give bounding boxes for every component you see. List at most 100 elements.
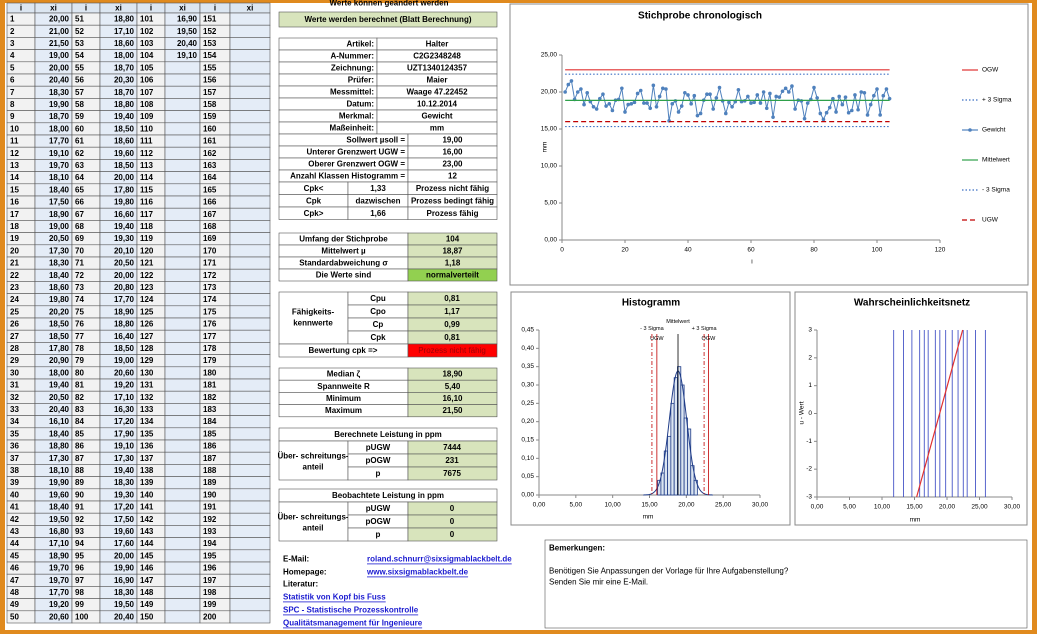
row-index: 199 (203, 600, 217, 609)
row-index: 112 (140, 149, 153, 158)
x-tick-label: 10,00 (874, 504, 891, 511)
value-cell (229, 476, 271, 490)
row-index: 27 (10, 332, 19, 341)
value-cell (164, 61, 201, 75)
cell-text: Merkmal: (339, 112, 374, 121)
data-point (642, 101, 646, 105)
row-index: 124 (140, 295, 154, 304)
value: 19,70 (49, 161, 70, 170)
row-index: 51 (75, 15, 84, 24)
data-point (736, 87, 741, 92)
y-tick-label: -3 (806, 494, 812, 501)
row-index: 53 (75, 39, 84, 48)
value-cell (229, 610, 271, 624)
value: 18,30 (49, 259, 70, 268)
row-index: 114 (140, 173, 153, 182)
value: 18,50 (49, 320, 70, 329)
value-cell (229, 573, 271, 587)
cell (278, 501, 349, 542)
cell-text: C2G2348248 (413, 52, 461, 61)
value-cell (164, 146, 201, 160)
cell-text: 1,17 (444, 307, 460, 316)
value: 20,50 (114, 259, 135, 268)
x-tick-label: 100 (872, 247, 883, 254)
data-point (881, 93, 886, 98)
value-cell (164, 122, 201, 136)
row-index: 182 (203, 393, 217, 402)
column-header: xi (115, 4, 122, 13)
row-index: 97 (75, 576, 84, 585)
row-index: 113 (140, 161, 153, 170)
value-cell (229, 183, 271, 197)
value-cell (164, 244, 201, 258)
row-index: 109 (140, 112, 154, 121)
value-cell (229, 549, 271, 563)
row-index: 122 (140, 271, 154, 280)
value-cell (164, 537, 201, 551)
value-cell (229, 342, 271, 355)
value: 19,10 (114, 442, 135, 451)
row-index: 160 (203, 124, 217, 133)
row-index: 169 (203, 234, 217, 243)
y-tick-label: 20,00 (541, 89, 558, 96)
value-cell (164, 98, 201, 111)
value-cell (164, 256, 201, 270)
cell-text: Median ζ (327, 370, 361, 379)
value: 19,70 (49, 576, 70, 585)
value-cell (164, 476, 201, 490)
row-index: 7 (10, 88, 15, 97)
value: 19,00 (49, 222, 70, 231)
value: 18,60 (49, 283, 70, 292)
cell (407, 206, 498, 220)
value: 18,90 (114, 307, 135, 316)
marker-label: + 3 Sigma (692, 326, 718, 332)
x-tick-label: 5,00 (843, 504, 856, 511)
row-index: 185 (203, 429, 217, 438)
value-cell (229, 85, 271, 99)
value: 21,00 (49, 27, 70, 36)
row-index: 133 (140, 405, 154, 414)
value-cell (229, 293, 271, 307)
data-point (856, 107, 860, 112)
cell-text: 7444 (443, 443, 461, 452)
data-point (758, 101, 763, 105)
row-index: 156 (203, 76, 217, 85)
value: 19,20 (114, 381, 135, 390)
value: 20,00 (49, 15, 70, 24)
row-index: 61 (75, 137, 84, 146)
row-index: 115 (140, 185, 153, 194)
row-index: 159 (203, 112, 217, 121)
cell-text: Über- schreitungs- (277, 452, 348, 461)
row-index: 49 (10, 600, 19, 609)
row-index: 39 (10, 478, 19, 487)
row-index: 105 (140, 63, 154, 72)
remarks-text: Benötigen Sie Anpassungen der Vorlage fü… (549, 567, 789, 576)
value-cell (164, 220, 201, 233)
value-cell (164, 512, 201, 526)
literature-link[interactable]: Statistik von Kopf bis Fuss (283, 593, 386, 602)
column-header: i (85, 4, 87, 13)
row-index: 36 (10, 442, 19, 451)
row-index: 194 (203, 539, 217, 548)
value-cell (164, 586, 201, 599)
row-index: 189 (203, 478, 217, 487)
value: 18,50 (114, 124, 135, 133)
value: 18,90 (49, 551, 70, 560)
homepage-link[interactable]: www.sixsigmablackbelt.de (366, 568, 469, 577)
literature-link[interactable]: Qualitätsmanagement für Ingenieure (283, 619, 423, 628)
value-cell (229, 159, 271, 172)
x-tick-label: 25,00 (715, 502, 732, 509)
data-point (834, 110, 838, 114)
y-tick-label: 0 (808, 410, 812, 417)
x-tick-label: 40 (684, 247, 692, 254)
row-index: 110 (140, 124, 153, 133)
value: 18,80 (114, 15, 135, 24)
data-point (645, 101, 649, 105)
email-link[interactable]: roland.schnurr@sixsigmablackbelt.de (367, 555, 512, 564)
histogram-bar (670, 402, 675, 496)
histogram-bar (683, 417, 688, 496)
value: 19,60 (114, 149, 135, 158)
literature-link[interactable]: SPC - Statistische Prozesskontrolle (283, 606, 419, 615)
value-cell (229, 586, 271, 599)
value: 20,40 (49, 76, 70, 85)
